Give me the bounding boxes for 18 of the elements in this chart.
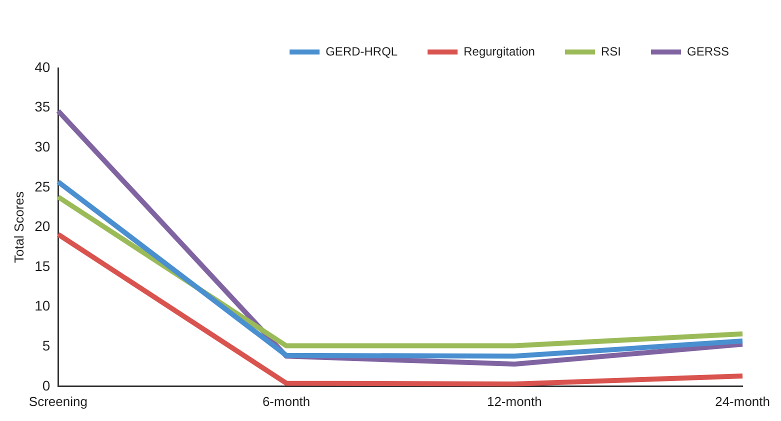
y-tick-label: 0 [42, 377, 50, 394]
legend-label: GERSS [686, 44, 730, 58]
legend-label: RSI [600, 44, 621, 58]
y-tick-label: 30 [34, 138, 50, 154]
legend-label: Regurgitation [464, 44, 535, 58]
x-tick-label: 24-month [715, 394, 770, 409]
x-tick-label: Screening [28, 394, 88, 409]
y-tick-label: 15 [34, 258, 50, 274]
y-tick-label: 40 [34, 58, 50, 75]
y-tick-label: 5 [42, 337, 50, 354]
y-tick-label: 20 [34, 218, 50, 234]
y-axis-title: Total Scores [11, 190, 26, 263]
y-tick-label: 25 [34, 178, 50, 194]
x-tick-label: 6-month [262, 394, 310, 409]
y-tick-label: 35 [34, 98, 50, 115]
x-tick-label: 12-month [486, 394, 542, 409]
y-tick-label: 10 [34, 298, 50, 314]
legend-label: GERD-HRQL [326, 44, 398, 58]
